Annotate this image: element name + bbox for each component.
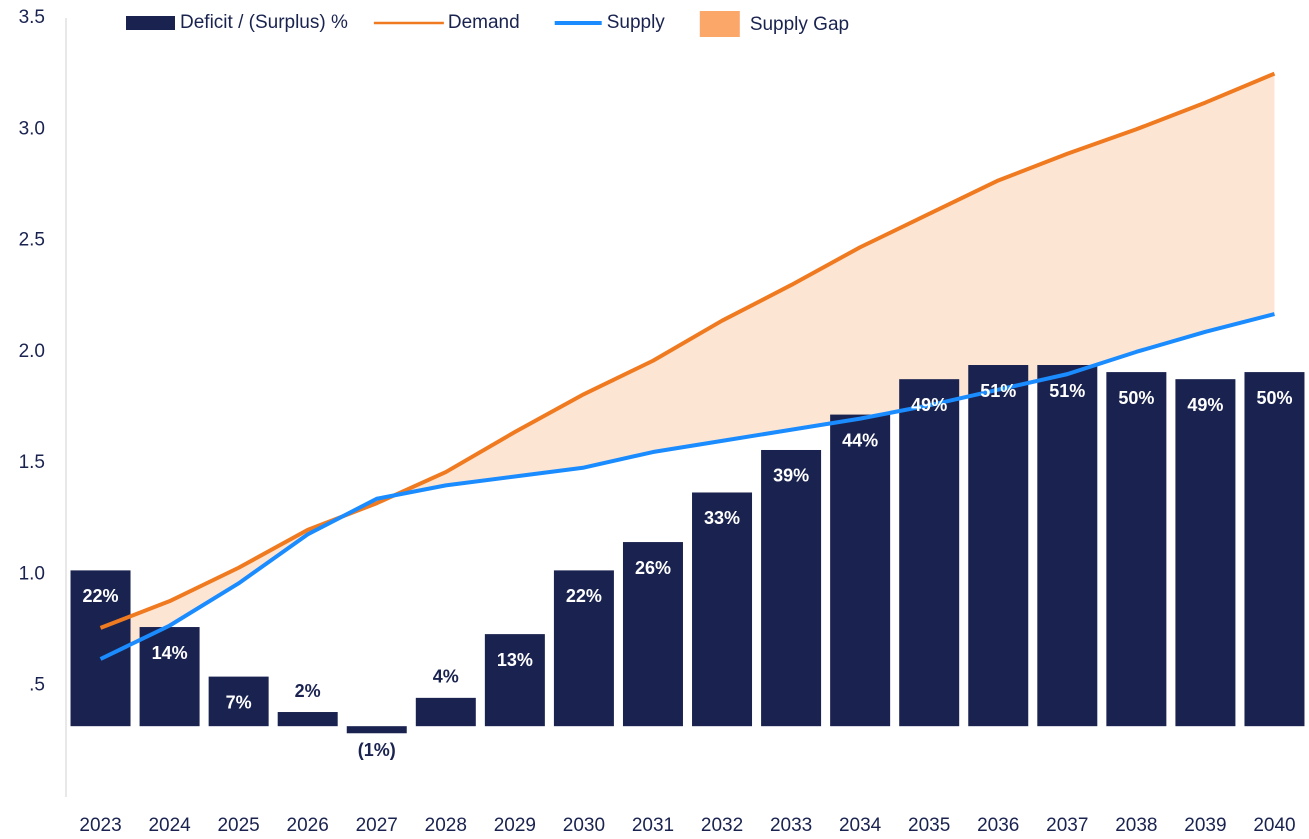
value-label: 51% xyxy=(1049,381,1085,401)
x-tick-label: 2025 xyxy=(217,815,259,836)
y-tick-label: 3.0 xyxy=(19,118,45,139)
legend-label: Demand xyxy=(448,12,520,33)
y-tick-label: 2.5 xyxy=(19,230,45,251)
y-tick-label: 3.5 xyxy=(19,7,45,28)
bar xyxy=(622,542,683,727)
x-tick-label: 2035 xyxy=(908,815,950,836)
bar xyxy=(484,634,545,727)
bar xyxy=(692,492,753,727)
line-supply xyxy=(99,312,1275,661)
value-label: (1%) xyxy=(358,740,396,760)
value-label: 49% xyxy=(911,395,947,415)
x-tick-label: 2036 xyxy=(977,815,1019,836)
x-tick-label: 2029 xyxy=(494,815,536,836)
x-tick-label: 2027 xyxy=(356,815,398,836)
bar xyxy=(277,712,338,727)
bar xyxy=(1175,379,1236,727)
value-label: 49% xyxy=(1187,395,1223,415)
value-label: 14% xyxy=(152,643,188,663)
y-tick-label: 1.5 xyxy=(19,452,45,473)
value-label: 26% xyxy=(635,558,671,578)
bar xyxy=(346,726,407,734)
bar xyxy=(1106,372,1167,727)
legend-label: Supply xyxy=(607,12,666,33)
x-tick-label: 2023 xyxy=(79,815,121,836)
bar xyxy=(761,449,822,727)
value-label: 22% xyxy=(83,586,119,606)
bar xyxy=(830,414,891,727)
bar xyxy=(415,697,476,727)
bar xyxy=(1244,372,1305,727)
x-tick-label: 2028 xyxy=(425,815,467,836)
legend-swatch xyxy=(699,11,740,37)
bar xyxy=(1037,365,1098,727)
value-label: 50% xyxy=(1118,388,1154,408)
bar xyxy=(968,365,1029,727)
x-tick-label: 2033 xyxy=(770,815,812,836)
x-tick-label: 2034 xyxy=(839,815,882,836)
bar xyxy=(208,676,269,727)
value-label: 2% xyxy=(295,681,321,701)
y-tick-label: 2.0 xyxy=(19,341,45,362)
legend-label: Supply Gap xyxy=(750,14,849,35)
bar xyxy=(139,627,200,727)
x-tick-label: 2040 xyxy=(1253,815,1295,836)
legend-swatch xyxy=(126,16,175,30)
x-tick-label: 2031 xyxy=(632,815,674,836)
bar xyxy=(899,379,960,727)
bar xyxy=(553,570,614,727)
x-tick-label: 2024 xyxy=(148,815,191,836)
value-label: 50% xyxy=(1256,388,1292,408)
value-label: 7% xyxy=(226,692,252,712)
y-tick-label: .5 xyxy=(29,675,45,696)
value-label: 13% xyxy=(497,650,533,670)
x-tick-label: 2030 xyxy=(563,815,605,836)
value-label: 39% xyxy=(773,466,809,486)
x-tick-label: 2037 xyxy=(1046,815,1088,836)
value-label: 44% xyxy=(842,430,878,450)
line-demand xyxy=(99,71,1276,630)
x-tick-label: 2039 xyxy=(1184,815,1226,836)
supply-gap-area xyxy=(100,73,1275,660)
x-tick-label: 2038 xyxy=(1115,815,1157,836)
value-label: 22% xyxy=(566,586,602,606)
x-tick-label: 2032 xyxy=(701,815,743,836)
y-tick-label: 1.0 xyxy=(19,563,45,584)
value-label: 33% xyxy=(704,508,740,528)
value-label: 51% xyxy=(980,381,1016,401)
legend-label: Deficit / (Surplus) % xyxy=(180,12,348,33)
x-tick-label: 2026 xyxy=(287,815,329,836)
value-label: 4% xyxy=(433,667,459,687)
